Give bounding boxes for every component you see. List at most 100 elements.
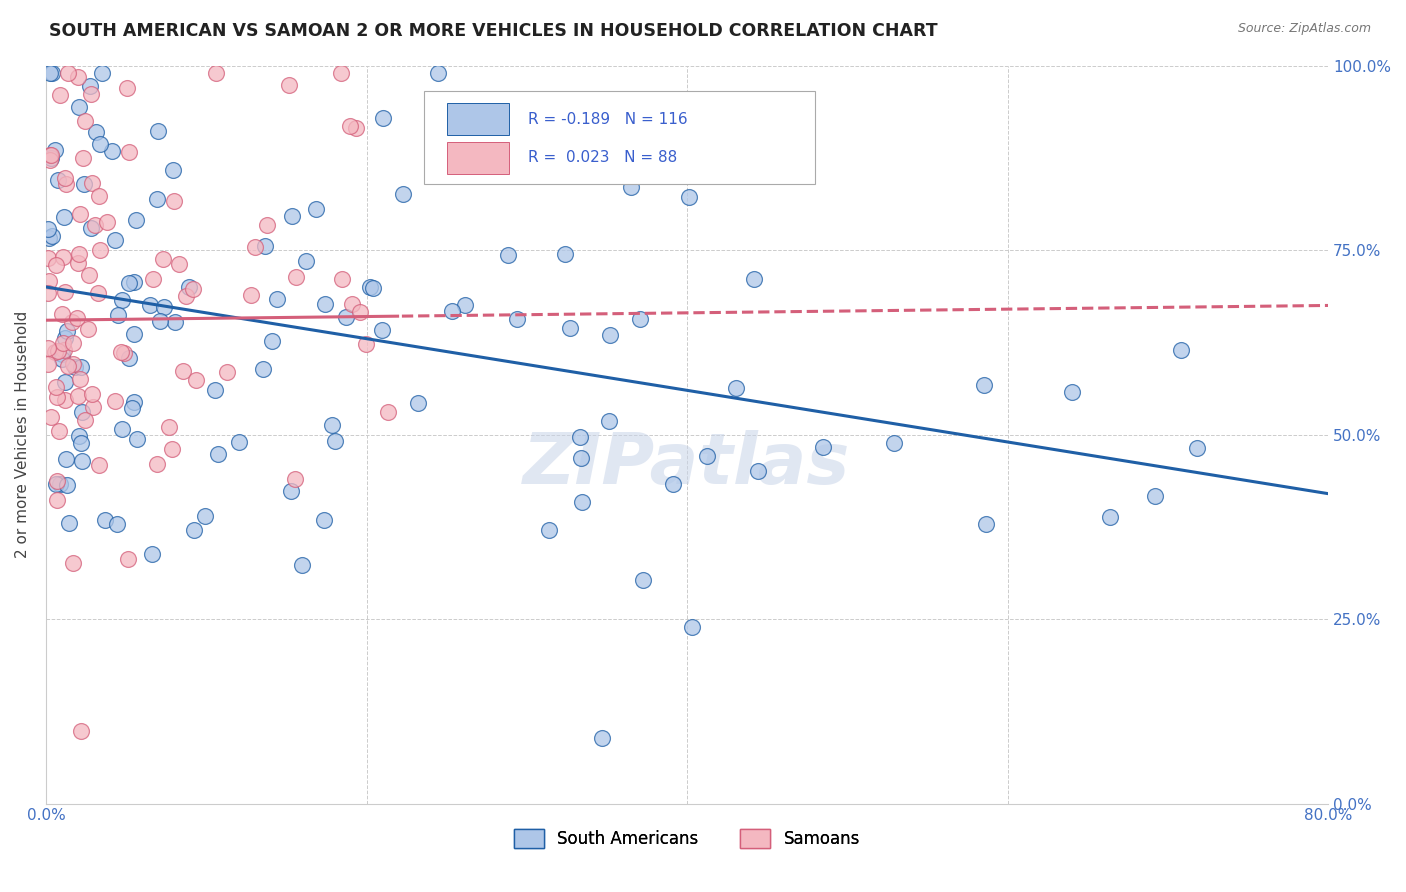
Point bbox=[104, 394, 127, 409]
Text: Source: ZipAtlas.com: Source: ZipAtlas.com bbox=[1237, 22, 1371, 36]
Point bbox=[349, 304, 371, 318]
Point bbox=[598, 414, 620, 428]
Point bbox=[107, 308, 129, 322]
Point bbox=[973, 378, 995, 392]
Point bbox=[100, 144, 122, 158]
Point bbox=[681, 620, 703, 634]
Text: SOUTH AMERICAN VS SAMOAN 2 OR MORE VEHICLES IN HOUSEHOLD CORRELATION CHART: SOUTH AMERICAN VS SAMOAN 2 OR MORE VEHIC… bbox=[49, 22, 938, 40]
Point bbox=[63, 359, 86, 374]
FancyBboxPatch shape bbox=[447, 103, 509, 136]
Point bbox=[183, 523, 205, 537]
Point bbox=[344, 121, 367, 136]
Point bbox=[125, 432, 148, 446]
Point bbox=[146, 193, 169, 207]
Point bbox=[631, 574, 654, 588]
Point bbox=[253, 239, 276, 253]
Point bbox=[162, 162, 184, 177]
Point bbox=[96, 215, 118, 229]
Point bbox=[52, 336, 75, 351]
Point bbox=[66, 70, 89, 85]
Point bbox=[55, 451, 77, 466]
Point bbox=[291, 558, 314, 572]
Point bbox=[45, 258, 67, 272]
Point bbox=[66, 389, 89, 403]
Point bbox=[89, 244, 111, 258]
Point bbox=[280, 483, 302, 498]
Point bbox=[45, 475, 67, 489]
Point bbox=[152, 252, 174, 267]
Point bbox=[89, 136, 111, 151]
Point bbox=[339, 120, 361, 134]
Point bbox=[52, 343, 75, 358]
Point bbox=[45, 477, 67, 491]
Point bbox=[89, 189, 111, 203]
Point bbox=[80, 386, 103, 401]
Point bbox=[44, 143, 66, 157]
Point bbox=[70, 436, 93, 450]
Point bbox=[747, 464, 769, 478]
Point bbox=[39, 409, 62, 424]
Point bbox=[84, 125, 107, 139]
Point bbox=[67, 429, 90, 443]
Point bbox=[79, 79, 101, 94]
Point bbox=[122, 276, 145, 290]
Point bbox=[1187, 441, 1209, 455]
Point bbox=[37, 221, 59, 235]
Point bbox=[662, 477, 685, 491]
Point bbox=[46, 390, 69, 404]
Point bbox=[295, 254, 318, 268]
Point bbox=[69, 207, 91, 221]
Point bbox=[883, 435, 905, 450]
Point bbox=[1060, 384, 1083, 399]
Point bbox=[742, 272, 765, 286]
Text: R = -0.189   N = 116: R = -0.189 N = 116 bbox=[529, 112, 688, 127]
Point bbox=[204, 383, 226, 397]
Point bbox=[160, 442, 183, 456]
Point bbox=[1098, 509, 1121, 524]
Point bbox=[340, 296, 363, 310]
Point bbox=[139, 298, 162, 312]
Point bbox=[330, 66, 353, 80]
Point bbox=[41, 148, 63, 162]
Point bbox=[41, 228, 63, 243]
Point bbox=[207, 447, 229, 461]
Point bbox=[49, 477, 72, 491]
Point bbox=[52, 211, 75, 225]
Point bbox=[179, 280, 201, 294]
Point bbox=[75, 114, 97, 128]
Point bbox=[72, 151, 94, 165]
Point bbox=[506, 311, 529, 326]
Point bbox=[38, 148, 60, 162]
Point bbox=[56, 66, 79, 80]
Point bbox=[118, 276, 141, 290]
Point bbox=[48, 424, 70, 438]
Text: R =  0.023   N = 88: R = 0.023 N = 88 bbox=[529, 151, 678, 165]
Point bbox=[620, 180, 643, 194]
Point bbox=[55, 285, 77, 299]
Point bbox=[37, 358, 59, 372]
Point bbox=[266, 292, 288, 306]
Point bbox=[80, 177, 103, 191]
Y-axis label: 2 or more Vehicles in Household: 2 or more Vehicles in Household bbox=[15, 311, 30, 558]
Point bbox=[228, 434, 250, 449]
Point bbox=[80, 221, 103, 235]
Point bbox=[554, 247, 576, 261]
Point bbox=[284, 472, 307, 486]
Point bbox=[181, 282, 204, 296]
Point bbox=[174, 289, 197, 303]
Point bbox=[110, 344, 132, 359]
Point bbox=[45, 492, 67, 507]
Point bbox=[82, 400, 104, 414]
Point bbox=[115, 80, 138, 95]
Point bbox=[55, 375, 77, 389]
Point bbox=[38, 231, 60, 245]
Point bbox=[49, 88, 72, 103]
Point bbox=[70, 454, 93, 468]
Point bbox=[104, 233, 127, 247]
Point bbox=[122, 395, 145, 409]
Point bbox=[392, 186, 415, 201]
Point bbox=[277, 78, 299, 93]
Point bbox=[121, 401, 143, 416]
Point bbox=[48, 172, 70, 186]
Point bbox=[284, 269, 307, 284]
